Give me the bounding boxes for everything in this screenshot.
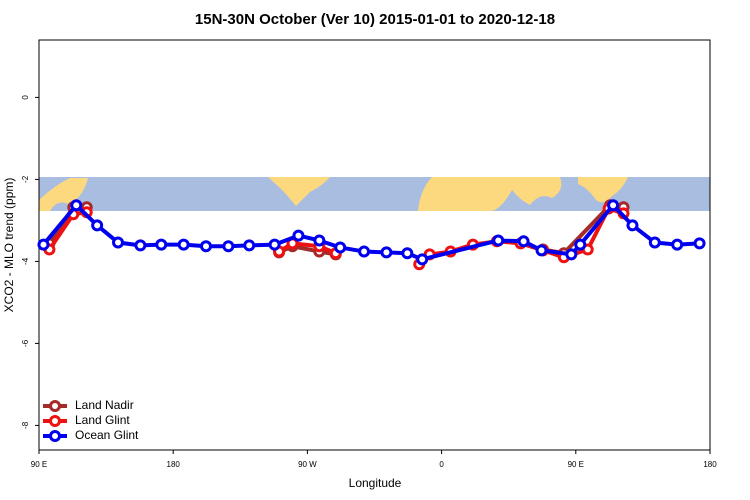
x-tick-label: 0 bbox=[439, 460, 444, 469]
series-line bbox=[278, 241, 337, 256]
y-axis-label: XCO2 - MLO trend (ppm) bbox=[2, 178, 16, 313]
legend-label: Land Nadir bbox=[75, 398, 134, 412]
point bbox=[574, 238, 587, 251]
point bbox=[91, 219, 104, 232]
y-tick-label: -2 bbox=[21, 175, 30, 183]
point bbox=[134, 239, 147, 252]
x-axis-label: Longitude bbox=[349, 476, 402, 490]
y-tick-label: -8 bbox=[21, 421, 30, 429]
point bbox=[693, 237, 706, 250]
legend-marker bbox=[49, 430, 61, 442]
point bbox=[401, 247, 414, 260]
series-line bbox=[41, 203, 700, 262]
y-tick-label: 0 bbox=[21, 95, 30, 100]
point bbox=[243, 239, 256, 252]
x-tick-label: 90 E bbox=[31, 460, 47, 469]
legend-marker bbox=[49, 400, 61, 412]
map-strip bbox=[39, 177, 710, 211]
point bbox=[222, 240, 235, 253]
point bbox=[358, 245, 371, 258]
point bbox=[268, 238, 281, 251]
x-tick-label: 90 E bbox=[568, 460, 584, 469]
point bbox=[313, 234, 326, 247]
point bbox=[112, 236, 125, 249]
point bbox=[416, 253, 429, 266]
x-tick-label: 90 W bbox=[298, 460, 317, 469]
point bbox=[334, 241, 347, 254]
legend-label: Land Glint bbox=[75, 413, 130, 427]
point bbox=[607, 199, 620, 212]
point bbox=[177, 238, 190, 251]
point bbox=[37, 238, 50, 251]
chart-title: 15N-30N October (Ver 10) 2015-01-01 to 2… bbox=[195, 11, 555, 28]
point bbox=[70, 199, 83, 212]
x-tick-label: 180 bbox=[167, 460, 181, 469]
point bbox=[626, 219, 639, 232]
point bbox=[155, 238, 168, 251]
point bbox=[200, 240, 213, 253]
point bbox=[535, 244, 548, 257]
legend-marker bbox=[49, 415, 61, 427]
y-tick-label: -4 bbox=[21, 257, 30, 265]
legend-label: Ocean Glint bbox=[75, 428, 139, 442]
point bbox=[380, 246, 393, 259]
point bbox=[492, 234, 505, 247]
point bbox=[517, 235, 530, 248]
point bbox=[292, 229, 305, 242]
point bbox=[648, 236, 661, 249]
y-tick-label: -6 bbox=[21, 339, 30, 347]
x-tick-label: 180 bbox=[703, 460, 717, 469]
point bbox=[565, 248, 578, 261]
point bbox=[671, 238, 684, 251]
